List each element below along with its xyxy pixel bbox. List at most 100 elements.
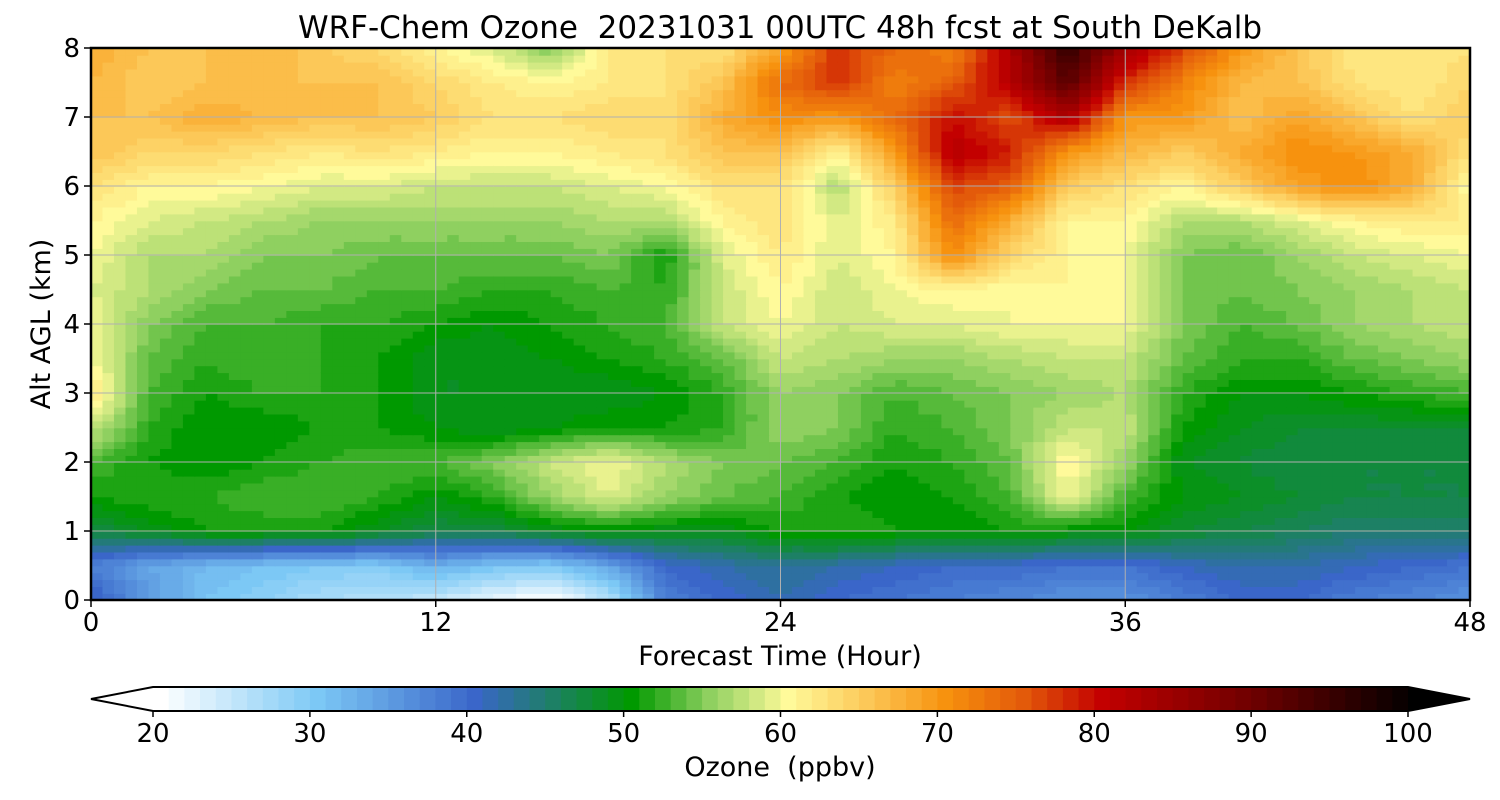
heatmap-cell [481, 593, 495, 600]
heatmap-cell [596, 455, 609, 463]
heatmap-cell [1079, 365, 1092, 374]
heatmap-cell [608, 351, 621, 360]
heatmap-cell [1194, 551, 1207, 560]
heatmap-cell [217, 448, 230, 456]
heatmap-cell [1182, 351, 1195, 360]
heatmap-cell [987, 531, 1000, 539]
heatmap-cell [136, 551, 150, 560]
heatmap-cell [1447, 379, 1460, 387]
heatmap-cell [1412, 393, 1425, 401]
heatmap-cell [952, 489, 966, 498]
heatmap-cell [297, 517, 311, 525]
heatmap-cell [769, 482, 782, 491]
heatmap-cell [929, 503, 943, 512]
heatmap-cell [665, 386, 678, 394]
heatmap-cell [297, 468, 311, 477]
heatmap-cell [182, 434, 196, 443]
heatmap-cell [240, 524, 253, 532]
heatmap-cell [769, 441, 782, 449]
heatmap-cell [573, 420, 586, 429]
heatmap-cell [1320, 379, 1333, 387]
heatmap-cell [585, 593, 598, 600]
heatmap-cell [1251, 330, 1264, 339]
heatmap-cell [1251, 537, 1264, 546]
heatmap-cell [780, 324, 793, 332]
heatmap-cell [757, 448, 770, 456]
heatmap-cell [470, 344, 483, 353]
heatmap-cell [906, 524, 920, 532]
heatmap-cell [343, 289, 357, 298]
heatmap-cell [585, 524, 598, 532]
heatmap-cell [1378, 330, 1391, 339]
heatmap-cell [1332, 399, 1345, 408]
heatmap-cell [194, 372, 207, 380]
heatmap-cell [1182, 537, 1195, 546]
heatmap-cell [1320, 330, 1333, 339]
heatmap-cell [91, 524, 104, 532]
heatmap-cell [1136, 572, 1150, 581]
heatmap-cell [585, 586, 598, 594]
heatmap-cell [1366, 572, 1379, 581]
heatmap-cell [906, 434, 920, 443]
heatmap-cell [481, 565, 495, 574]
heatmap-cell [746, 427, 759, 436]
heatmap-cell [1320, 510, 1333, 518]
heatmap-cell [573, 572, 586, 581]
heatmap-cell [1090, 503, 1104, 512]
heatmap-cell [435, 358, 449, 367]
heatmap-cell [596, 531, 609, 539]
heatmap-cell [447, 448, 460, 456]
heatmap-cell [654, 586, 667, 594]
heatmap-cell [148, 468, 161, 477]
heatmap-cell [91, 420, 104, 429]
heatmap-cell [1263, 393, 1276, 401]
heatmap-cell [435, 296, 449, 305]
heatmap-cell [1274, 586, 1287, 594]
heatmap-cell [194, 565, 207, 574]
heatmap-cell [1320, 324, 1333, 332]
heatmap-cell [205, 544, 219, 553]
heatmap-cell [1079, 544, 1092, 553]
heatmap-cell [263, 572, 276, 581]
heatmap-cell [941, 475, 954, 484]
heatmap-cell [700, 455, 713, 463]
heatmap-cell [596, 358, 609, 367]
heatmap-cell [1297, 537, 1310, 546]
heatmap-cell [355, 434, 368, 443]
heatmap-cell [136, 496, 150, 505]
heatmap-cell [1205, 406, 1218, 415]
heatmap-cell [1067, 420, 1081, 429]
heatmap-cell [297, 296, 311, 305]
heatmap-cell [769, 510, 782, 518]
heatmap-cell [378, 413, 391, 422]
heatmap-cell [424, 406, 437, 415]
heatmap-cell [964, 379, 977, 387]
heatmap-cell [1205, 386, 1218, 394]
heatmap-cell [113, 296, 127, 305]
heatmap-cell [631, 448, 644, 456]
heatmap-cell [883, 593, 897, 600]
heatmap-cell [481, 558, 495, 567]
heatmap-cell [1447, 393, 1460, 401]
heatmap-cell [424, 317, 437, 325]
heatmap-cell [975, 372, 989, 380]
heatmap-cell [941, 517, 954, 525]
heatmap-cell [1194, 517, 1207, 525]
heatmap-cell [1228, 475, 1241, 484]
heatmap-cell [1458, 503, 1470, 512]
heatmap-cell [389, 468, 403, 477]
heatmap-cell [1263, 531, 1276, 539]
heatmap-cell [1355, 572, 1368, 581]
heatmap-cell [1355, 399, 1368, 408]
heatmap-cell [251, 531, 265, 539]
heatmap-cell [274, 462, 288, 470]
heatmap-cell [194, 303, 207, 311]
heatmap-cell [1182, 393, 1195, 401]
heatmap-cell [148, 289, 161, 298]
heatmap-cell [1309, 420, 1322, 429]
heatmap-cell [493, 517, 506, 525]
heatmap-cell [286, 586, 299, 594]
heatmap-cell [539, 544, 552, 553]
heatmap-cell [734, 531, 747, 539]
heatmap-cell [1389, 386, 1402, 394]
